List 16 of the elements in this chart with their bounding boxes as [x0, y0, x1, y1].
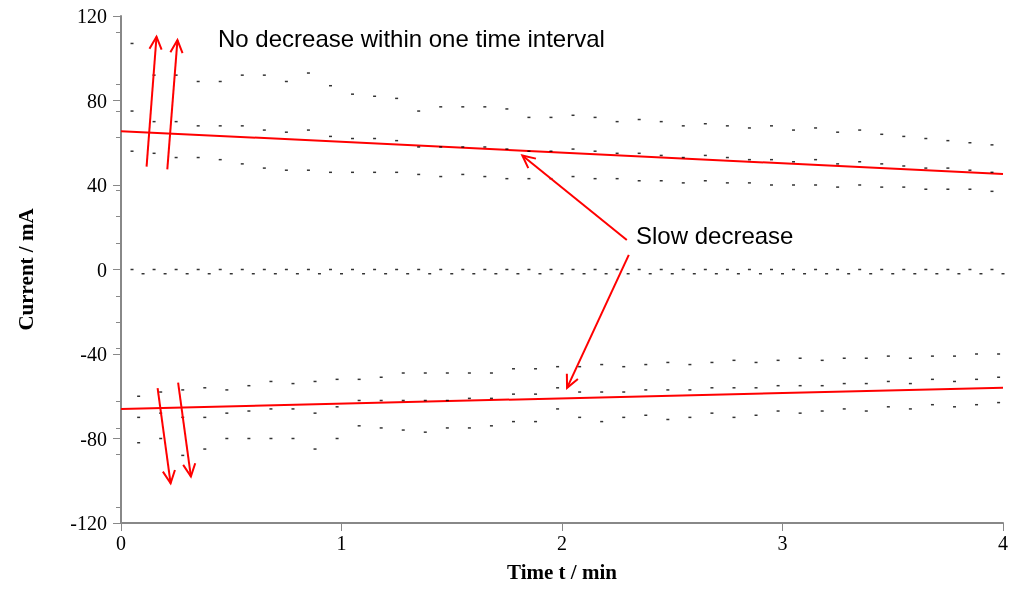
y-tick-label: 40	[87, 174, 107, 196]
x-tick-label: 3	[777, 532, 788, 554]
y-tick-label: 0	[97, 258, 107, 281]
y-tick-label: 120	[77, 5, 107, 27]
x-axis-title: Time t / min	[507, 559, 618, 584]
x-tick-label: 1	[336, 532, 347, 554]
annotation: No decrease within one time interval	[218, 24, 605, 52]
x-tick-label: 0	[116, 532, 126, 554]
y-tick-label: -40	[80, 343, 107, 365]
y-tick-label: -120	[70, 512, 107, 534]
annotation: Slow decrease	[636, 221, 794, 249]
x-tick-label: 2	[557, 532, 567, 554]
y-axis-title: Current / mA	[13, 207, 38, 331]
y-tick-label: 80	[87, 89, 107, 112]
y-tick-label: -80	[80, 427, 107, 450]
x-tick-label: 4	[998, 532, 1008, 554]
